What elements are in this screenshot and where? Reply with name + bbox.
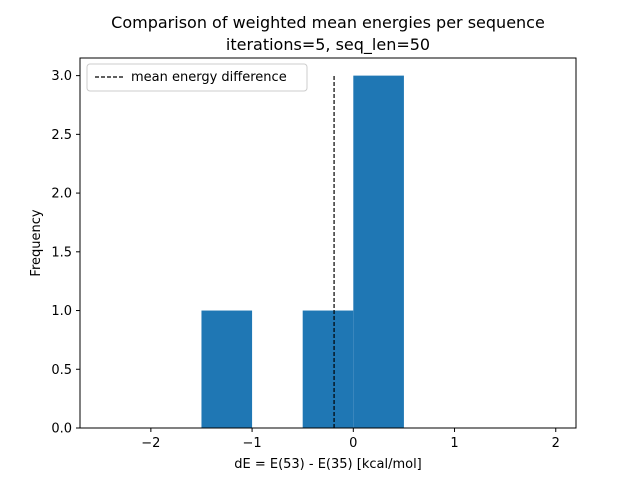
x-tick-label: −2 [141, 436, 160, 451]
chart-title-line-2: iterations=5, seq_len=50 [226, 35, 430, 55]
legend: mean energy difference [86, 63, 308, 92]
x-tick-label: 0 [349, 436, 357, 451]
histogram-bar-0 [201, 310, 253, 428]
histogram-bar-2 [353, 75, 404, 428]
plot-frame [79, 57, 577, 429]
y-tick-label: 0.0 [51, 422, 72, 437]
y-tick-label: 2.0 [51, 187, 72, 202]
y-tick-label: 3.0 [51, 69, 72, 84]
histogram-bar-1 [302, 310, 354, 428]
x-tick-label: 2 [552, 436, 560, 451]
x-tick-label: 1 [450, 436, 458, 451]
chart-title-line-1: Comparison of weighted mean energies per… [111, 13, 545, 32]
y-tick-label: 1.5 [51, 245, 72, 260]
y-tick-label: 1.0 [51, 304, 72, 319]
y-axis-label: Frequency [29, 209, 44, 276]
x-tick-label: −1 [242, 436, 261, 451]
y-tick-label: 0.5 [51, 363, 72, 378]
legend-box [86, 63, 308, 92]
x-axis-label: dE = E(53) - E(35) [kcal/mol] [234, 457, 422, 472]
y-tick-label: 2.5 [51, 128, 72, 143]
legend-label: mean energy difference [131, 70, 287, 85]
